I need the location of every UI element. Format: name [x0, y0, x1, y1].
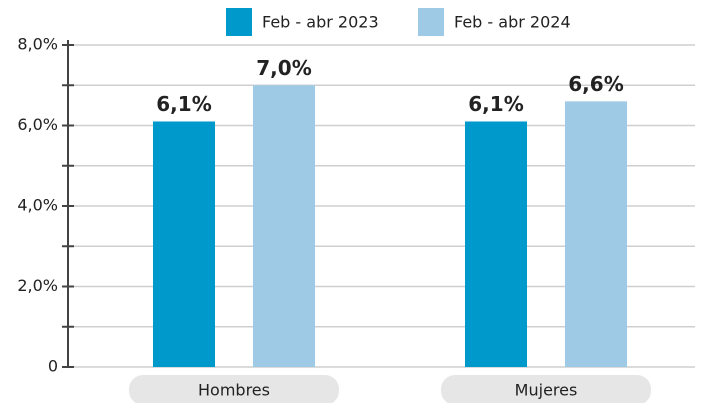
x-tick-label: Mujeres	[515, 381, 578, 400]
legend-swatch	[418, 8, 444, 36]
bar	[465, 121, 527, 367]
y-tick-label: 0	[48, 357, 58, 376]
value-label: 6,1%	[156, 92, 211, 116]
legend-label: Feb - abr 2023	[262, 13, 379, 32]
value-label: 6,6%	[568, 72, 623, 96]
bar	[565, 101, 627, 367]
y-tick-label: 2,0%	[17, 276, 58, 295]
x-tick-label: Hombres	[198, 381, 270, 400]
y-tick-label: 8,0%	[17, 35, 58, 54]
bar	[253, 85, 315, 367]
bar	[153, 121, 215, 367]
legend-label: Feb - abr 2024	[454, 13, 571, 32]
value-label: 6,1%	[468, 92, 523, 116]
y-tick-label: 4,0%	[17, 196, 58, 215]
category-pill	[441, 375, 651, 403]
value-label: 7,0%	[256, 56, 311, 80]
legend-swatch	[226, 8, 252, 36]
y-tick-label: 6,0%	[17, 115, 58, 134]
category-pill	[129, 375, 339, 403]
